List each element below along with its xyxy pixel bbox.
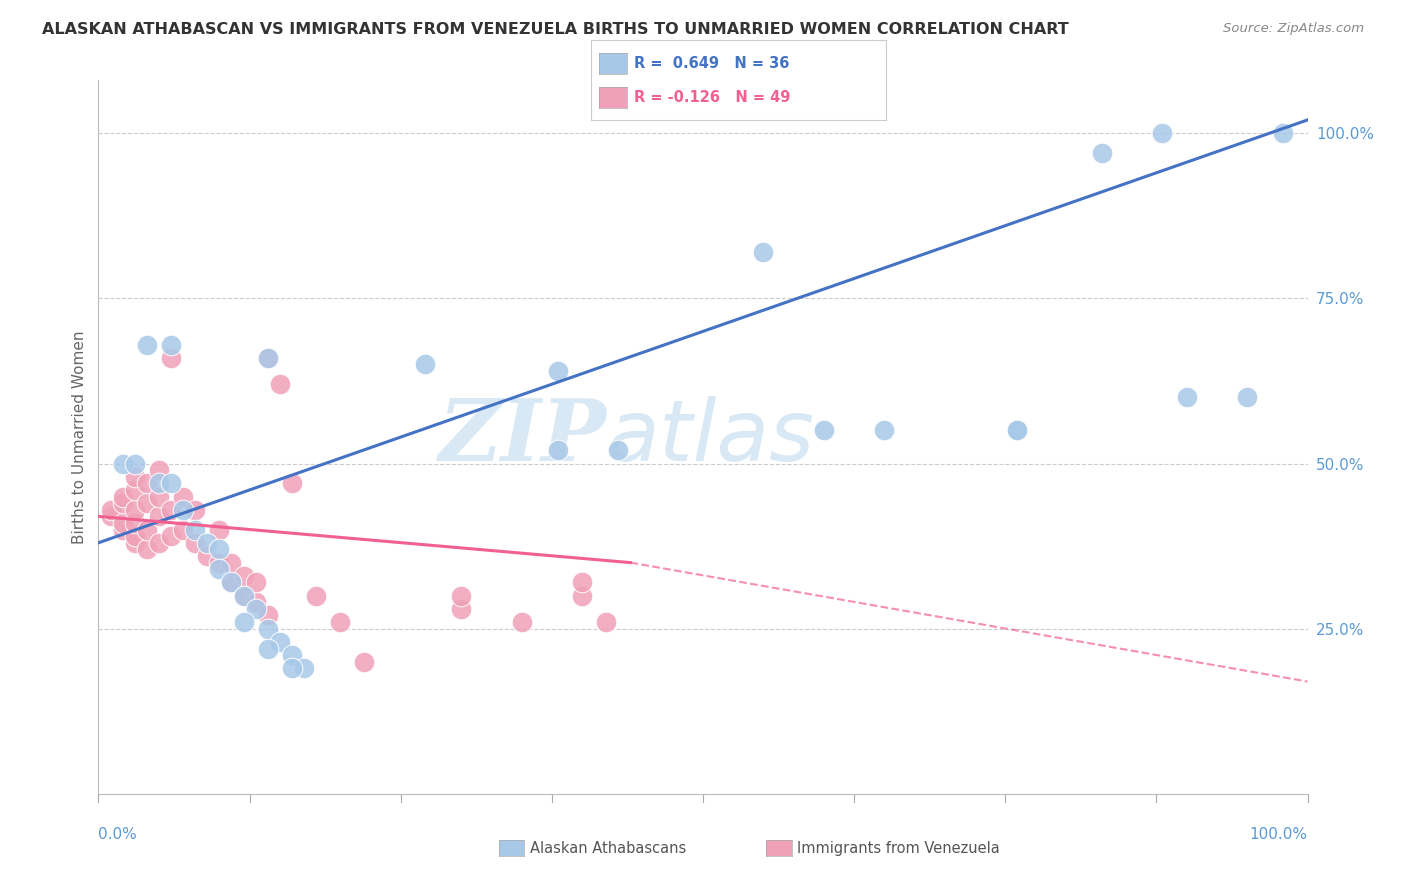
Point (172, 523, 194, 537)
Point (148, 463, 170, 477)
Point (172, 502, 194, 516)
Point (184, 502, 207, 516)
Point (111, 496, 134, 510)
Point (195, 549, 218, 563)
Text: Source: ZipAtlas.com: Source: ZipAtlas.com (1223, 22, 1364, 36)
Point (1272, 126, 1295, 140)
Point (413, 358, 436, 372)
Point (281, 476, 304, 491)
Point (292, 661, 315, 675)
Point (281, 648, 304, 662)
Point (135, 337, 157, 351)
Point (148, 509, 170, 524)
Point (100, 509, 122, 524)
Point (124, 502, 146, 516)
Point (547, 364, 569, 378)
Point (269, 635, 291, 649)
Point (124, 516, 146, 530)
Y-axis label: Births to Unmarried Women: Births to Unmarried Women (72, 330, 87, 544)
Point (245, 575, 267, 590)
Point (1007, 424, 1029, 438)
Point (1007, 424, 1029, 438)
Point (208, 562, 231, 576)
Point (256, 641, 278, 656)
Point (184, 523, 207, 537)
Point (256, 351, 278, 365)
Text: R = -0.126   N = 49: R = -0.126 N = 49 (634, 90, 790, 104)
Text: 0.0%: 0.0% (98, 827, 138, 841)
Point (752, 245, 775, 260)
Point (1091, 145, 1114, 160)
Point (873, 424, 896, 438)
Point (208, 556, 231, 570)
Point (184, 536, 207, 550)
Point (510, 615, 533, 629)
Point (329, 615, 352, 629)
Point (1236, 391, 1258, 405)
Text: ZIP: ZIP (439, 395, 606, 479)
Point (232, 569, 254, 583)
Point (547, 443, 569, 458)
Text: 100.0%: 100.0% (1250, 827, 1308, 841)
Point (221, 575, 243, 590)
Point (111, 457, 134, 471)
Point (1152, 126, 1174, 140)
Point (245, 595, 267, 609)
Point (111, 490, 134, 504)
Point (135, 523, 157, 537)
Point (1175, 391, 1198, 405)
Point (813, 424, 835, 438)
Point (135, 476, 157, 491)
Point (595, 615, 617, 629)
Point (160, 351, 183, 365)
Point (148, 476, 170, 491)
Text: Immigrants from Venezuela: Immigrants from Venezuela (797, 841, 1000, 855)
Point (160, 337, 183, 351)
Point (124, 469, 146, 483)
Point (195, 536, 218, 550)
Text: Alaskan Athabascans: Alaskan Athabascans (530, 841, 686, 855)
Point (571, 575, 593, 590)
Point (256, 351, 278, 365)
Point (232, 615, 254, 629)
Text: atlas: atlas (606, 395, 814, 479)
Point (221, 556, 243, 570)
Point (450, 602, 472, 616)
Point (172, 490, 194, 504)
Point (208, 523, 231, 537)
Point (353, 655, 375, 669)
Point (148, 536, 170, 550)
Point (124, 529, 146, 543)
Point (281, 661, 304, 675)
Point (100, 502, 122, 516)
Point (450, 589, 472, 603)
Point (571, 589, 593, 603)
Text: R =  0.649   N = 36: R = 0.649 N = 36 (634, 56, 790, 70)
Point (245, 602, 267, 616)
Point (124, 536, 146, 550)
Point (305, 589, 328, 603)
Point (232, 589, 254, 603)
Point (269, 377, 291, 392)
Point (221, 575, 243, 590)
Point (135, 496, 157, 510)
Point (124, 483, 146, 497)
Point (148, 490, 170, 504)
Point (111, 516, 134, 530)
Point (256, 622, 278, 636)
Point (160, 529, 183, 543)
Point (160, 502, 183, 516)
Text: ALASKAN ATHABASCAN VS IMMIGRANTS FROM VENEZUELA BIRTHS TO UNMARRIED WOMEN CORREL: ALASKAN ATHABASCAN VS IMMIGRANTS FROM VE… (42, 22, 1069, 37)
Point (124, 457, 146, 471)
Point (256, 608, 278, 623)
Point (111, 523, 134, 537)
Point (160, 476, 183, 491)
Point (232, 589, 254, 603)
Point (208, 542, 231, 557)
Point (607, 443, 630, 458)
Point (135, 542, 157, 557)
